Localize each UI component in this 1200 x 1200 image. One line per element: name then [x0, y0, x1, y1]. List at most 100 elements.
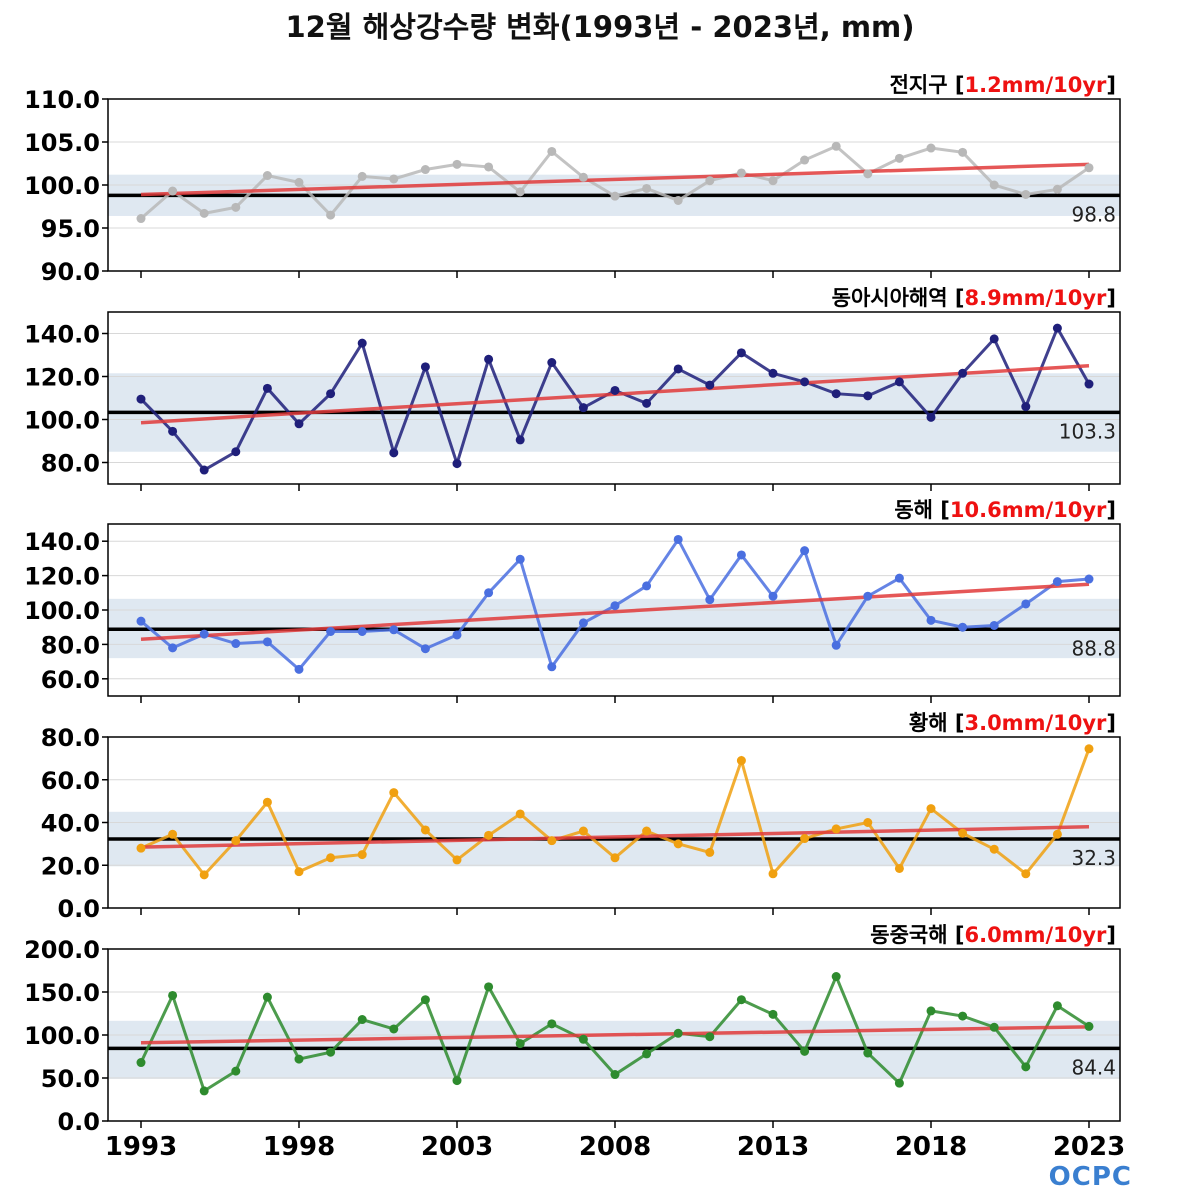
y-tick-label: 100.0: [24, 407, 100, 435]
data-point: [1052, 184, 1062, 194]
data-point: [547, 146, 557, 156]
data-point: [610, 191, 620, 201]
data-point: [736, 168, 746, 178]
data-point: [673, 534, 683, 544]
data-point: [800, 834, 810, 844]
x-tick-label: 2023: [1053, 1132, 1125, 1162]
data-point: [262, 797, 272, 807]
data-point: [294, 1054, 304, 1064]
data-point: [958, 1011, 968, 1021]
data-point: [484, 982, 494, 992]
data-point: [326, 853, 336, 863]
data-point: [484, 162, 494, 172]
panel-title: 동중국해 [6.0mm/10yr]: [870, 923, 1116, 947]
data-point: [199, 208, 209, 218]
data-point: [642, 183, 652, 193]
data-point: [894, 153, 904, 163]
y-tick-label: 60.0: [41, 666, 100, 694]
data-point: [673, 364, 683, 374]
data-point: [136, 843, 146, 853]
y-tick-label: 140.0: [24, 321, 100, 349]
y-tick-label: 95.0: [41, 215, 100, 243]
mean-value-label: 84.4: [1071, 1055, 1116, 1079]
data-point: [231, 447, 241, 457]
data-point: [705, 380, 715, 390]
data-point: [389, 788, 399, 798]
data-point: [673, 195, 683, 205]
x-tick-label: 1993: [105, 1132, 177, 1162]
data-point: [958, 147, 968, 157]
data-point: [168, 829, 178, 839]
data-point: [136, 214, 146, 224]
data-point: [863, 591, 873, 601]
data-point: [326, 627, 336, 636]
y-tick-label: 110.0: [24, 86, 100, 114]
y-tick-label: 120.0: [24, 364, 100, 392]
data-point: [452, 459, 462, 469]
data-point: [231, 202, 241, 212]
data-point: [1084, 163, 1094, 173]
data-point: [673, 839, 683, 849]
data-point: [389, 625, 399, 635]
data-point: [736, 348, 746, 358]
data-point: [547, 836, 557, 846]
data-point: [420, 825, 430, 835]
data-point: [136, 394, 146, 404]
panel-1: 80.0 100.0 120.0 140.0 동아시아해역 [8.9mm/10yr] 10…: [24, 286, 1121, 491]
data-point: [547, 1019, 557, 1029]
trend-line: [140, 1025, 1090, 1045]
data-point: [989, 620, 999, 630]
panel-title: 전지구 [1.2mm/10yr]: [890, 73, 1116, 97]
data-point: [831, 640, 841, 650]
data-point: [894, 1078, 904, 1088]
data-point: [673, 1028, 683, 1038]
data-point: [420, 165, 430, 175]
data-point: [168, 643, 178, 653]
panel-title: 황해 [3.0mm/10yr]: [909, 711, 1116, 735]
data-point: [231, 836, 241, 846]
data-point: [547, 662, 557, 672]
y-tick-label: 40.0: [41, 810, 100, 838]
data-point: [262, 383, 272, 393]
data-point: [926, 143, 936, 153]
data-point: [262, 992, 272, 1002]
data-point: [578, 403, 588, 413]
data-point: [800, 546, 810, 556]
data-point: [294, 664, 304, 674]
y-tick-label: 50.0: [41, 1065, 100, 1093]
data-point: [989, 334, 999, 344]
data-point: [1084, 574, 1094, 584]
y-tick-label: 140.0: [24, 528, 100, 556]
panel-4: 0.0 50.0 100.0 150.0 200.0 동중국해 [6.0mm/10yr] 8…: [24, 923, 1121, 1136]
data-point: [136, 1058, 146, 1068]
data-point: [452, 159, 462, 169]
data-point: [1084, 1021, 1094, 1031]
x-tick-label: 2018: [895, 1132, 967, 1162]
panel-0: 90.0 95.0 100.0 105.0 110.0 전지구 [1.2mm/10yr] 9…: [24, 73, 1121, 286]
data-point: [294, 419, 304, 429]
data-point: [926, 412, 936, 422]
data-point: [1052, 323, 1062, 333]
mean-value-label: 103.3: [1059, 419, 1116, 443]
data-point: [294, 867, 304, 877]
data-point: [642, 581, 652, 591]
x-tick-label: 2013: [737, 1132, 809, 1162]
data-point: [1021, 869, 1031, 879]
data-point: [231, 639, 241, 649]
y-tick-label: 200.0: [24, 936, 100, 964]
mean-value-label: 32.3: [1071, 846, 1116, 870]
mean-value-label: 98.8: [1071, 202, 1116, 226]
x-tick-label: 2008: [579, 1132, 651, 1162]
data-point: [484, 588, 494, 598]
panel-2: 60.0 80.0 100.0 120.0 140.0 동해 [10.6mm/10yr] 8…: [24, 498, 1121, 703]
data-point: [420, 995, 430, 1005]
data-point: [736, 550, 746, 560]
data-point: [894, 377, 904, 387]
x-tick-label: 1998: [263, 1132, 335, 1162]
data-point: [1021, 402, 1031, 412]
data-point: [484, 354, 494, 364]
data-point: [894, 863, 904, 873]
data-point: [989, 1022, 999, 1032]
data-point: [452, 630, 462, 640]
